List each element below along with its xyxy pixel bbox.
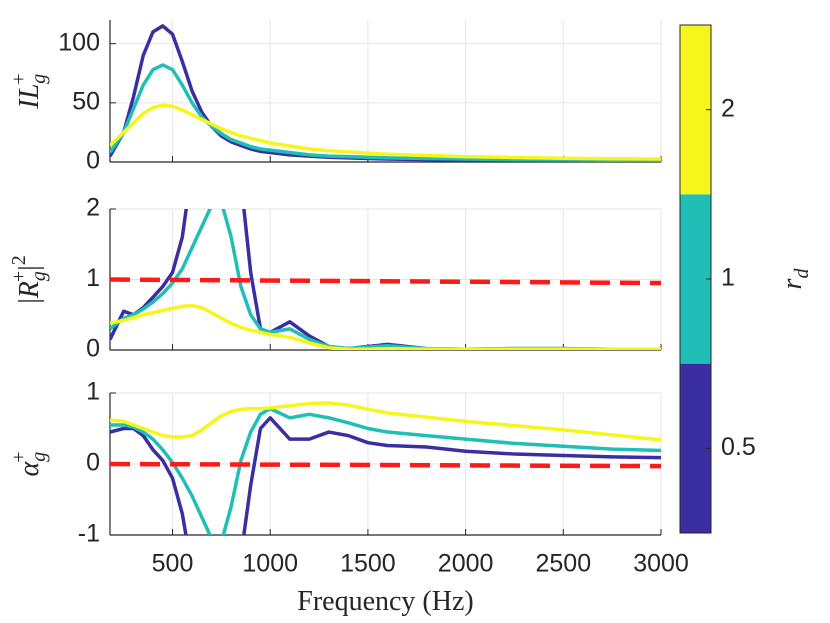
x-tick-label: 500 [152,550,194,578]
y-tick-label: 0 [86,449,100,477]
label-part: | [14,265,45,271]
y-tick-label: 1 [86,378,100,406]
colorbar-segment [680,363,711,533]
data-line [110,303,661,350]
label-part: + [8,271,30,282]
axis-label: αg+ [8,452,50,477]
axis-label: ILg+ [8,73,50,109]
colorbar-segment [680,194,711,364]
axis-label: rd [777,268,812,290]
reference-line [110,461,661,469]
data-line [110,406,661,535]
y-tick-label: 2 [86,194,100,222]
label-part: r [777,278,808,289]
y-tick-label: 50 [72,87,100,115]
colorbar-segment [680,25,711,195]
label-part: + [8,452,30,463]
colorbar-tick-label: 2 [721,94,735,122]
y-tick-label: -1 [78,520,100,548]
label-part: | [14,298,45,304]
label-part: R [14,281,45,299]
y-tick-label: 1 [86,264,100,292]
data-line [110,416,661,535]
data-line [110,103,661,161]
x-tick-label: 3000 [633,550,689,578]
data-line [110,24,661,162]
colorbar-tick-label: 0.5 [721,433,756,461]
x-tick-label: 1500 [340,550,396,578]
reference-line [110,277,661,286]
axis-label: |Rg+|2 [8,255,50,304]
data-line [110,401,661,442]
label-part: g [28,271,50,281]
data-line [110,209,661,350]
label-part: d [791,268,813,279]
label-part: + [8,73,30,84]
colorbar-frame [679,24,712,534]
y-tick-label: 0 [86,335,100,363]
y-tick-label: 100 [58,28,100,56]
label-part: 2 [8,255,30,265]
x-tick-label: 1000 [242,550,298,578]
colorbar-tick-label: 1 [721,264,735,292]
x-tick-label: 2000 [438,550,494,578]
x-axis-label: Frequency (Hz) [297,586,473,617]
label-part: g [28,74,50,84]
label-part: IL [14,84,45,110]
label-part: α [14,460,45,476]
y-tick-label: 0 [86,147,100,175]
data-line [110,63,661,162]
label-part: g [28,452,50,462]
x-tick-label: 2500 [535,550,591,578]
